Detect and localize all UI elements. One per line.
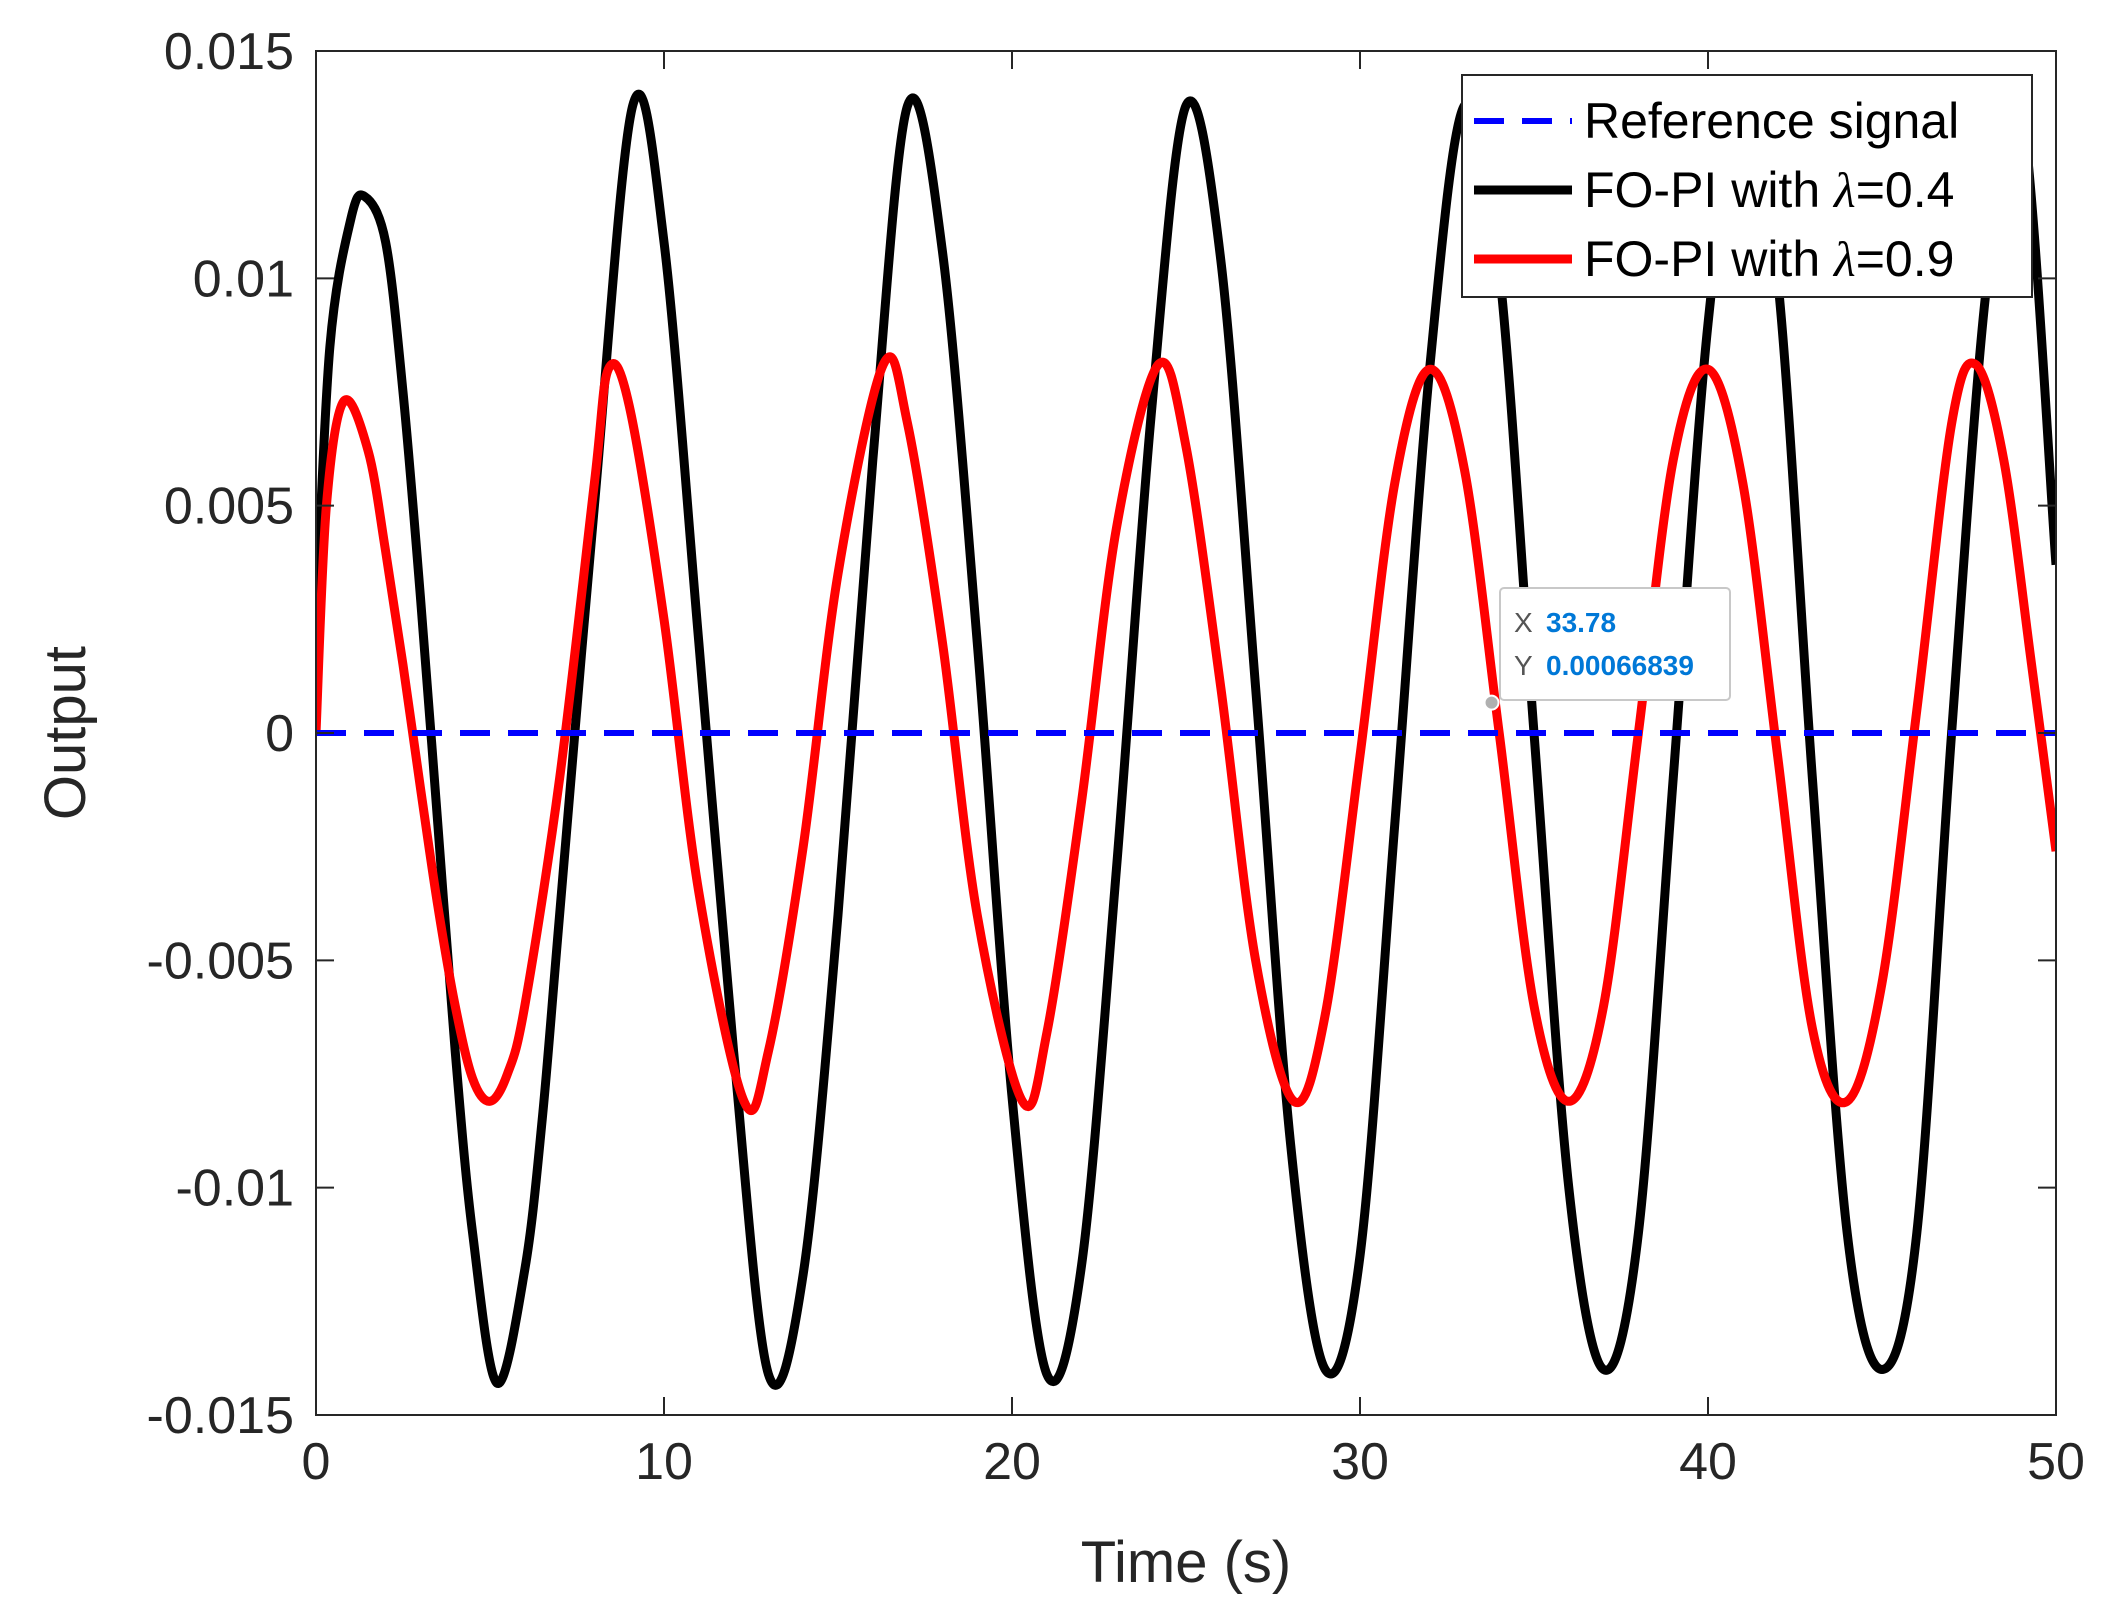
datatip[interactable]: X 33.78 Y 0.00066839 [1483,587,1731,711]
legend-text-prefix: FO-PI with [1584,231,1834,287]
x-tick-label: 40 [1679,1433,1737,1491]
y-tick-label: 0.015 [164,23,294,81]
x-axis-label: Time (s) [1081,1530,1291,1595]
legend-text-prefix: Reference signal [1584,93,1959,149]
axes: 0 10 20 30 40 50 -0.015 -0.01 -0.005 0 0.005 0.01 0.… [33,23,2085,1595]
x-tick-label: 30 [1331,1433,1389,1491]
datatip-x-key: X [1514,607,1533,638]
datatip-y-value: 0.00066839 [1546,650,1694,681]
x-tick-label: 0 [302,1433,331,1491]
y-tick-label: 0 [265,705,294,763]
legend-lambda-symbol: λ [1832,162,1856,218]
y-tick-label: -0.005 [147,932,294,990]
legend-entry-1: FO-PI with λ=0.4 [1584,162,1954,218]
datatip-y-key: Y [1514,650,1533,681]
datatip-marker [1483,694,1500,711]
datatip-x-value: 33.78 [1546,607,1616,638]
x-tick-label: 50 [2027,1433,2085,1491]
y-axis-label: Output [33,646,98,820]
y-tick-label: 0.005 [164,478,294,536]
y-tick-label: -0.01 [175,1160,294,1218]
y-tick-label: 0.01 [193,250,294,308]
legend-entry-0: Reference signal [1584,93,1959,149]
x-tick-label: 20 [983,1433,1041,1491]
series-line-2 [316,352,2056,1116]
legend-text-prefix: FO-PI with [1584,162,1834,218]
legend-text-suffix: =0.4 [1856,162,1955,218]
datatip-box [1499,587,1731,701]
legend-text-suffix: =0.9 [1856,231,1955,287]
legend-entry-2: FO-PI with λ=0.9 [1584,231,1954,287]
x-tick-label: 10 [635,1433,693,1491]
legend-lambda-symbol: λ [1832,231,1856,287]
y-tick-label: -0.015 [147,1387,294,1445]
